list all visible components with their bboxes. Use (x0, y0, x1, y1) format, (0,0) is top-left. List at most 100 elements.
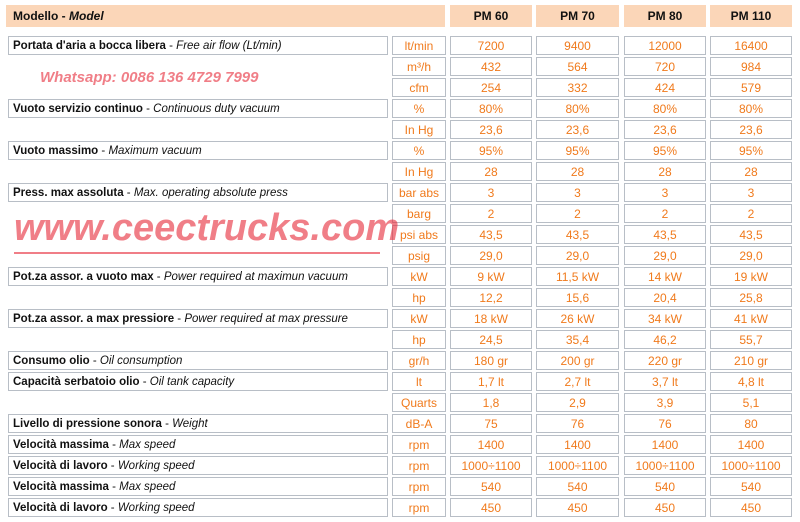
value-cell: 28 (710, 162, 792, 181)
value-cell: 1400 (536, 435, 619, 454)
value-cell: 28 (536, 162, 619, 181)
value-cell: 254 (450, 78, 532, 97)
value-cell: 76 (624, 414, 706, 433)
value-cell: 3 (450, 183, 532, 202)
label-it: Consumo olio (13, 354, 90, 367)
value-cell: 29,0 (450, 246, 532, 265)
value-cell: 34 kW (624, 309, 706, 328)
value-cell: 2 (450, 204, 532, 223)
unit-cell: rpm (392, 456, 446, 475)
label-it: Vuoto servizio continuo (13, 102, 143, 115)
label-it: Velocità di lavoro (13, 459, 108, 472)
label-separator: - (123, 186, 134, 199)
value-cell: 28 (624, 162, 706, 181)
unit-cell: hp (392, 330, 446, 349)
value-cell: 579 (710, 78, 792, 97)
label-en: Max. operating absolute press (133, 186, 288, 199)
value-cell: 23,6 (450, 120, 532, 139)
value-cell: 95% (710, 141, 792, 160)
label-en: Power required at max pressure (184, 312, 348, 325)
label-separator: - (107, 501, 118, 514)
model-header-pm70: PM 70 (536, 5, 619, 27)
model-header-pm80: PM 80 (624, 5, 706, 27)
value-cell: 9 kW (450, 267, 532, 286)
value-cell: 720 (624, 57, 706, 76)
row-label: Velocità massima - Max speed (8, 435, 388, 454)
label-it: Pot.za assor. a max pressiore (13, 312, 175, 325)
value-cell: 43,5 (710, 225, 792, 244)
row-label: Livello di pressione sonora - Weight (8, 414, 388, 433)
value-cell: 424 (624, 78, 706, 97)
label-it: Vuoto massimo (13, 144, 99, 157)
label-it: Capacità serbatoio olio (13, 375, 140, 388)
label-en: Working speed (117, 501, 195, 514)
row-label: Velocità massima - Max speed (8, 477, 388, 496)
value-cell: 14 kW (624, 267, 706, 286)
row-label: Velocità di lavoro - Working speed (8, 456, 388, 475)
value-cell: 220 gr (624, 351, 706, 370)
value-cell: 28 (450, 162, 532, 181)
unit-cell: rpm (392, 498, 446, 517)
value-cell: 450 (624, 498, 706, 517)
value-cell: 332 (536, 78, 619, 97)
label-en: Max speed (119, 438, 176, 451)
value-cell: 1000÷1100 (450, 456, 532, 475)
value-cell: 16400 (710, 36, 792, 55)
value-cell: 3 (710, 183, 792, 202)
value-cell: 19 kW (710, 267, 792, 286)
value-cell: 43,5 (624, 225, 706, 244)
value-cell: 1,7 lt (450, 372, 532, 391)
row-label: Vuoto massimo - Maximum vacuum (8, 141, 388, 160)
label-separator: - (108, 480, 120, 493)
model-header-pm60: PM 60 (450, 5, 532, 27)
value-cell: 75 (450, 414, 532, 433)
value-cell: 540 (624, 477, 706, 496)
value-cell: 432 (450, 57, 532, 76)
unit-cell: dB-A (392, 414, 446, 433)
value-cell: 200 gr (536, 351, 619, 370)
label-separator: - (174, 312, 185, 325)
value-cell: 1000÷1100 (536, 456, 619, 475)
label-separator: - (89, 354, 100, 367)
row-label: Press. max assoluta - Max. operating abs… (8, 183, 388, 202)
unit-cell: hp (392, 288, 446, 307)
value-cell: 5,1 (710, 393, 792, 412)
row-label: Vuoto servizio continuo - Continuous dut… (8, 99, 388, 118)
value-cell: 80 (710, 414, 792, 433)
value-cell: 24,5 (450, 330, 532, 349)
value-cell: 1400 (710, 435, 792, 454)
unit-cell: lt/min (392, 36, 446, 55)
value-cell: 540 (710, 477, 792, 496)
label-separator: - (161, 417, 173, 430)
value-cell: 25,8 (710, 288, 792, 307)
value-cell: 20,4 (624, 288, 706, 307)
model-header-pm110: PM 110 (710, 5, 792, 27)
value-cell: 41 kW (710, 309, 792, 328)
value-cell: 984 (710, 57, 792, 76)
unit-cell: bar abs (392, 183, 446, 202)
row-label: Pot.za assor. a max pressiore - Power re… (8, 309, 388, 328)
label-separator: - (139, 375, 150, 388)
label-it: Velocità massima (13, 480, 109, 493)
value-cell: 26 kW (536, 309, 619, 328)
unit-cell: psi abs (392, 225, 446, 244)
value-cell: 12,2 (450, 288, 532, 307)
value-cell: 1400 (450, 435, 532, 454)
value-cell: 29,0 (624, 246, 706, 265)
label-en: Oil consumption (99, 354, 183, 367)
model-header: Modello - Model (6, 5, 445, 27)
value-cell: 3,9 (624, 393, 706, 412)
value-cell: 540 (536, 477, 619, 496)
value-cell: 11,5 kW (536, 267, 619, 286)
label-en: Max speed (119, 480, 176, 493)
value-cell: 540 (450, 477, 532, 496)
unit-cell: In Hg (392, 120, 446, 139)
unit-cell: cfm (392, 78, 446, 97)
value-cell: 2 (710, 204, 792, 223)
value-cell: 80% (450, 99, 532, 118)
label-separator: - (107, 459, 118, 472)
label-en: Working speed (117, 459, 195, 472)
value-cell: 1000÷1100 (710, 456, 792, 475)
row-label: Capacità serbatoio olio - Oil tank capac… (8, 372, 388, 391)
label-en: Power required at maximun vacuum (163, 270, 348, 283)
